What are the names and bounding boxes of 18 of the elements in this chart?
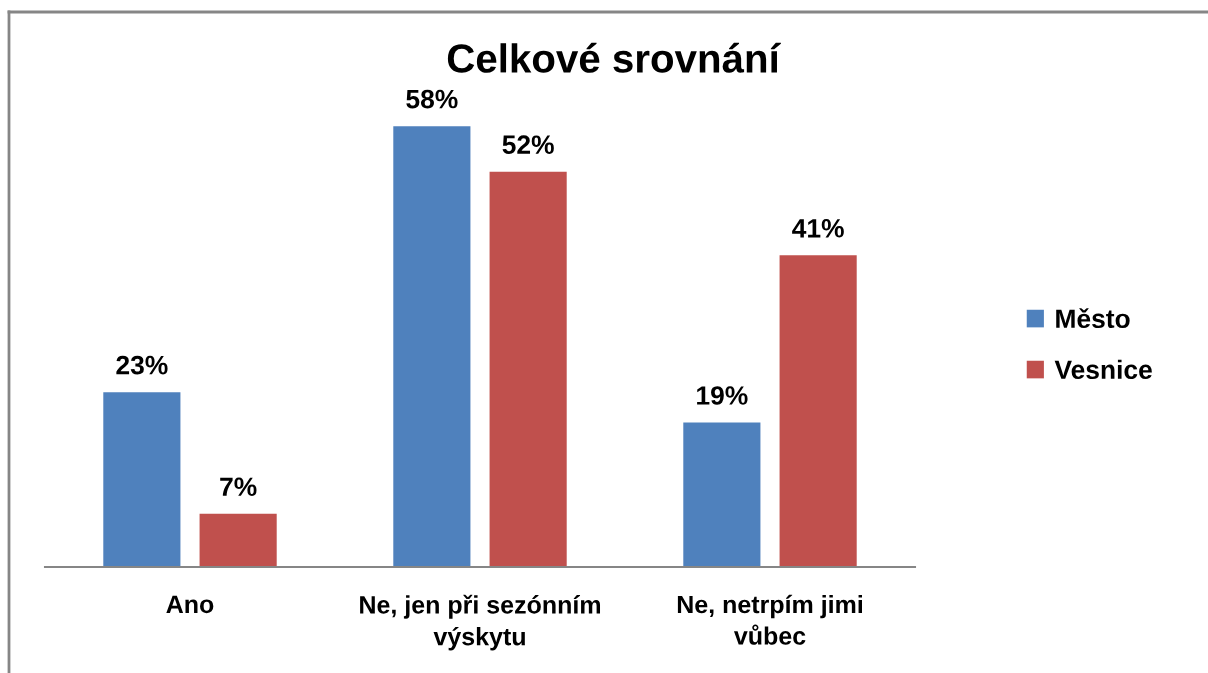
x-tick-label: Ne, netrpím jimi vůbec	[677, 594, 862, 645]
chart-title: Celkové srovnání	[447, 42, 781, 73]
legend-label: Město	[1056, 308, 1130, 329]
data-label: 23%	[116, 355, 168, 375]
bar	[779, 255, 857, 567]
x-tick-label: Ne, jen při sezónním výskytu	[360, 594, 601, 651]
bar	[489, 171, 567, 567]
data-label: 41%	[792, 219, 844, 238]
x-tick-label: Ano	[166, 595, 214, 614]
data-label: 19%	[697, 386, 748, 405]
bar	[683, 422, 761, 567]
bar	[199, 513, 277, 567]
data-label: 58%	[406, 89, 458, 109]
data-label: 7%	[220, 477, 257, 497]
data-label: 52%	[502, 135, 554, 155]
legend-label: Vesnice	[1054, 359, 1152, 380]
bar	[103, 392, 181, 567]
bar	[393, 126, 471, 567]
